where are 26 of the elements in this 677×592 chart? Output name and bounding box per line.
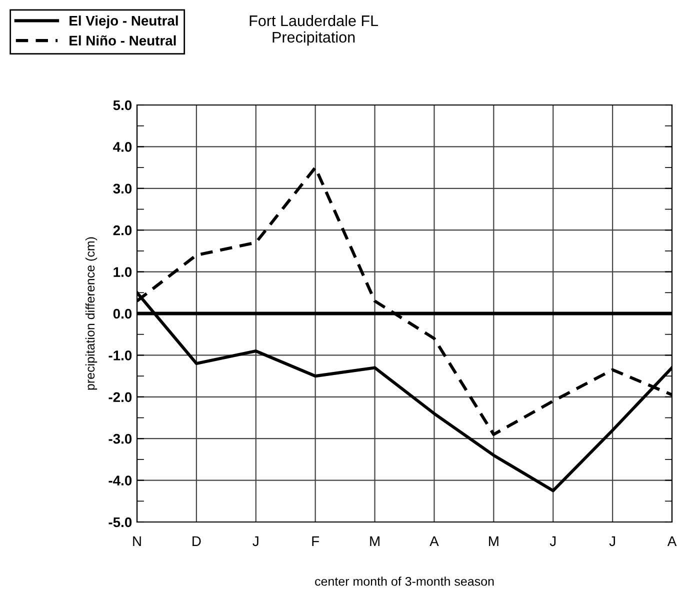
y-tick-label: -3.0 xyxy=(108,434,132,444)
x-tick-label: M xyxy=(370,536,380,546)
y-tick-label: 0.0 xyxy=(113,308,132,319)
y-tick-label: -2.0 xyxy=(108,392,132,402)
y-tick-label: 5.0 xyxy=(113,100,132,110)
chart-title: Fort Lauderdale FL Precipitation xyxy=(250,14,378,46)
x-tick-label: F xyxy=(312,536,320,546)
x-tick-label: J xyxy=(252,536,258,546)
x-tick-label: M xyxy=(489,536,498,546)
x-tick-label: A xyxy=(667,536,677,546)
x-tick-label: N xyxy=(133,536,141,546)
y-tick-label: 3.0 xyxy=(113,184,132,194)
y-tick-label: -1.0 xyxy=(108,350,132,360)
y-tick-label: 4.0 xyxy=(113,142,132,152)
y-tick-label: 2.0 xyxy=(113,225,132,236)
x-tick-label: A xyxy=(430,536,439,546)
x-tick-label: D xyxy=(192,536,201,546)
y-tick-label: 1.0 xyxy=(114,267,132,277)
y-tick-label: -5.0 xyxy=(108,517,132,528)
x-axis-title: center month of 3-month season xyxy=(315,576,494,586)
y-axis-title: precipitation difference (cm) xyxy=(85,237,98,390)
y-tick-label: -4.0 xyxy=(108,476,132,486)
x-tick-label: J xyxy=(609,536,615,546)
legend-label: El Viejo - Neutral xyxy=(70,15,178,28)
legend-label: El Niño - Neutral xyxy=(70,35,176,46)
x-tick-label: J xyxy=(550,536,556,546)
